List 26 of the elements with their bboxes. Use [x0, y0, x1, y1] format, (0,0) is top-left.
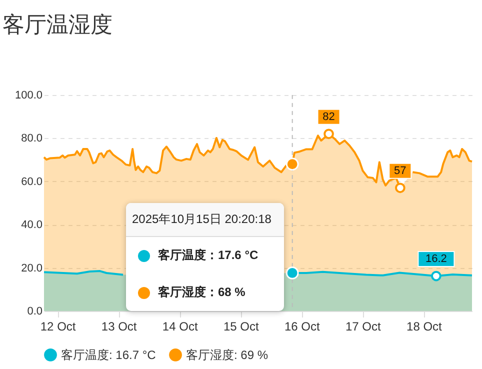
- point: [324, 128, 334, 140]
- annotation: 客厅温度：17.6 °C: [158, 247, 258, 264]
- legend-label: 客厅湿度: 69 %: [186, 348, 268, 362]
- x-tick-label: 17 Oct: [345, 320, 382, 334]
- chart-title: 客厅温湿度: [2, 12, 112, 37]
- y-tick-label: 40.0: [21, 219, 42, 232]
- annotation: 客厅湿度：68 %: [158, 284, 246, 301]
- point: [394, 182, 406, 194]
- y-tick-label: 20.0: [21, 262, 42, 274]
- tooltip-panel: 2025年10月15日 20:20:18 客厅温度：17.6 °C 客厅湿度：68 %: [126, 203, 284, 311]
- y-tick-label: 80.0: [21, 132, 42, 145]
- x-tick-label: 12 Oct: [40, 320, 76, 334]
- legend-label: 客厅温度: 16.7 °C: [61, 348, 156, 362]
- x-tick-label: 18 Oct: [406, 320, 443, 334]
- x-tick-label: 15 Oct: [223, 320, 260, 334]
- x-tick-label: 16 Oct: [284, 320, 320, 334]
- annotation: 2025年10月15日 20:20:18: [126, 203, 284, 237]
- point: [431, 270, 442, 282]
- annotation: 82: [322, 110, 335, 123]
- annotation: 57: [394, 164, 406, 177]
- y-tick-label: 0.0: [27, 306, 42, 318]
- annotation: 16.2: [425, 253, 447, 266]
- x-tick-label: 14 Oct: [162, 320, 198, 334]
- y-tick-label: 100.0: [14, 90, 42, 102]
- x-tick-label: 13 Oct: [101, 320, 138, 334]
- y-tick-label: 60.0: [21, 176, 42, 188]
